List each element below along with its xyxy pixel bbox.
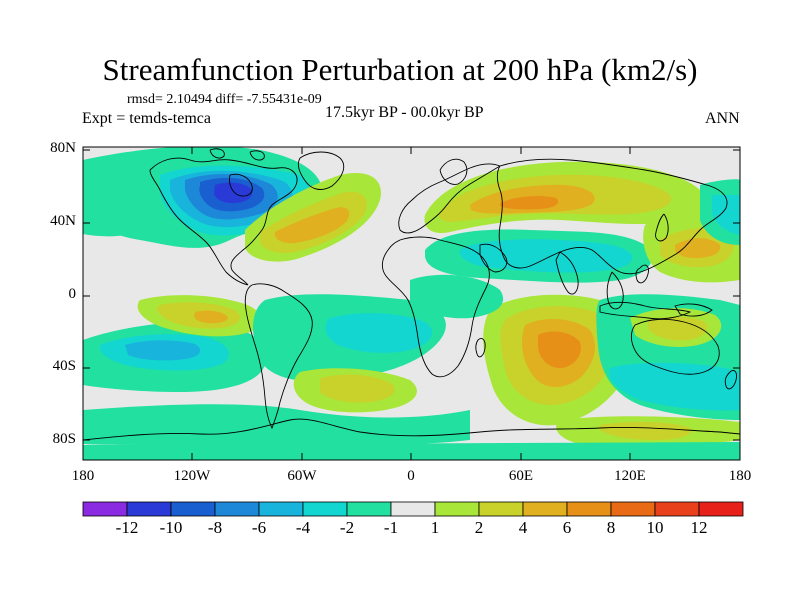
colorbar-label-pos10: 10 [646,518,664,537]
colorbar-label-neg8: -8 [207,518,223,537]
colorbar-label-neg6: -6 [251,518,267,537]
colorbar-swatch-6 [346,501,392,517]
colorbar-label-pos8: 8 [606,518,616,537]
contour-pos2-southernocean [320,374,395,403]
period-label: 17.5kyr BP - 00.0kyr BP [325,104,484,121]
colorbar-label-neg10: -10 [159,518,183,537]
contour-pos6-eurasia [500,195,559,210]
coastline-madagascar [475,337,486,358]
contour-neg2-asia-subtropical [459,239,633,273]
colorbar-label-pos12: 12 [690,518,708,537]
lon-label-0: 0 [407,468,415,484]
colorbar-label-neg4: -4 [295,518,311,537]
colorbar-swatch-11 [566,501,612,517]
lon-label-60w: 60W [287,468,317,484]
colorbar-swatch-8 [434,501,480,517]
coastline-scandinavia [439,158,468,185]
lat-label-0: 0 [68,286,77,302]
contour-pos4-southpacific-band [194,310,228,324]
season-label: ANN [705,110,740,127]
lon-label-120w: 120W [173,468,211,484]
colorbar-swatch-2 [170,501,216,517]
lat-label-40n: 40N [50,213,76,229]
colorbar-swatch-5 [302,501,348,517]
coastline-philippines [635,264,649,284]
coastline-japan [655,213,669,242]
lat-label-80n: 80N [50,140,76,156]
coastline-australia [630,318,720,375]
colorbar-label-pos4: 4 [518,518,528,537]
coastline-africa [381,236,490,378]
contour-neg4-southpacific [125,340,201,361]
coastline-southeast-asia [606,271,624,310]
colorbar-label-neg1: -1 [383,518,399,537]
lat-label-80s: 80S [52,431,76,447]
contour-pos2-antarctic-east [600,421,691,440]
colorbar-swatch-13 [654,501,700,517]
colorbar-swatch-3 [214,501,260,517]
coastline-hudson-bay [229,173,253,197]
lon-label-60e: 60E [508,468,534,484]
coastlines [83,148,740,441]
coastline-india [555,251,579,295]
colorbar-swatch-14 [698,501,744,517]
colorbar-label-pos6: 6 [562,518,572,537]
coastline-new-zealand [724,369,737,390]
contour-neg10-northamerica [214,182,253,204]
coastline-north-america [149,157,298,286]
colorbar-swatch-0 [82,501,128,517]
coastline-antarctica [83,418,740,441]
coastline-south-america [244,283,313,430]
contour-neg1-antarctic [83,404,470,446]
contour-neg1-southpole [83,442,740,460]
lat-label-40s: 40S [52,358,76,374]
colorbar-swatch-4 [258,501,304,517]
colorbar-swatch-7 [390,501,436,517]
colorbar-swatch-10 [522,501,568,517]
experiment-label: Expt = temds-temca [82,110,211,127]
colorbar-swatch-1 [126,501,172,517]
lon-label-180w: 180 [71,468,95,484]
coastline-new-guinea [674,303,713,317]
stats-line: rmsd= 2.10494 diff= -7.55431e-09 [127,92,322,107]
contour-pos2-eastaustralia [648,316,708,341]
contour-neg2-southatlantic [325,313,433,353]
lon-label-120e: 120E [614,468,646,484]
coastline-greenland [297,151,345,190]
colorbar-label-neg12: -12 [115,518,139,537]
contour-pos4-atlantic [274,207,350,244]
contour-neg1-africa [410,274,504,319]
axis-ticks [82,147,741,460]
contour-pos6-indianocean [538,331,581,369]
coastline-arctic-islands [209,148,265,161]
colorbar-swatch-12 [610,501,656,517]
contour-neg2-australia [609,362,740,411]
contour-pos4-westpacific [674,238,721,258]
contour-field [83,147,740,460]
contour-neg1-northpacific [83,192,147,237]
colorbar-swatch-9 [478,501,524,517]
contour-neg2-dateline [712,195,740,235]
map-title: Streamfunction Perturbation at 200 hPa (… [102,52,698,87]
colorbar-label-pos1: 1 [430,518,440,537]
colorbar-label-neg2: -2 [339,518,355,537]
colorbar [82,501,744,517]
lon-label-180e: 180 [728,468,752,484]
coastline-arabia [479,243,508,273]
coastline-indonesia [599,301,692,320]
colorbar-label-pos2: 2 [474,518,484,537]
